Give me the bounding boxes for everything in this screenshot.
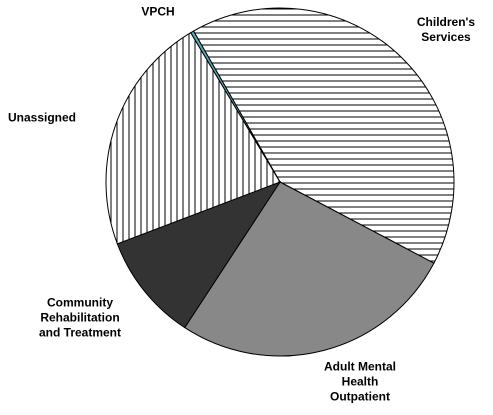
pie-slice — [192, 7, 455, 264]
slice-label: Unassigned — [7, 110, 76, 125]
slice-label: Adult Mental Health Outpatient — [324, 359, 396, 404]
pie-slice — [190, 30, 281, 183]
slice-label: Children's Services — [416, 15, 476, 44]
pie-slice — [116, 180, 282, 329]
pie-slice — [105, 31, 281, 245]
slice-label: Community Rehabilitation and Treatment — [38, 295, 122, 340]
slice-label: VPCH — [141, 4, 175, 19]
pie-slice — [184, 181, 435, 357]
